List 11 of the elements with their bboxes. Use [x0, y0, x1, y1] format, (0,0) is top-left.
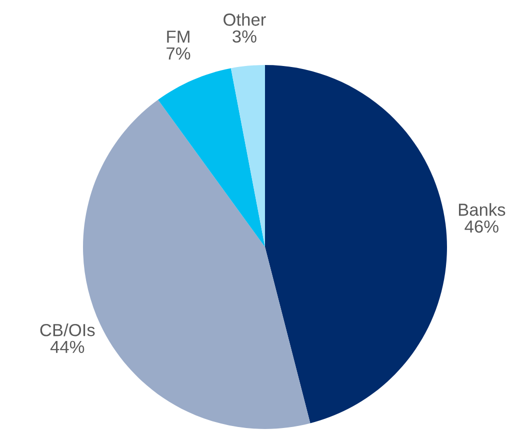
data-label: 3%	[232, 30, 256, 43]
pie-slice	[265, 65, 447, 424]
slice-label: Other	[224, 13, 266, 26]
slice-label: FM	[167, 30, 190, 43]
data-label: 44%	[50, 340, 84, 353]
slice-label: Banks	[458, 203, 506, 216]
pie-slice	[158, 68, 265, 247]
slice-label: CB/OIs	[40, 323, 95, 336]
pie-slice	[230, 65, 265, 247]
data-label: 7%	[166, 47, 190, 60]
data-label: 46%	[464, 220, 498, 233]
